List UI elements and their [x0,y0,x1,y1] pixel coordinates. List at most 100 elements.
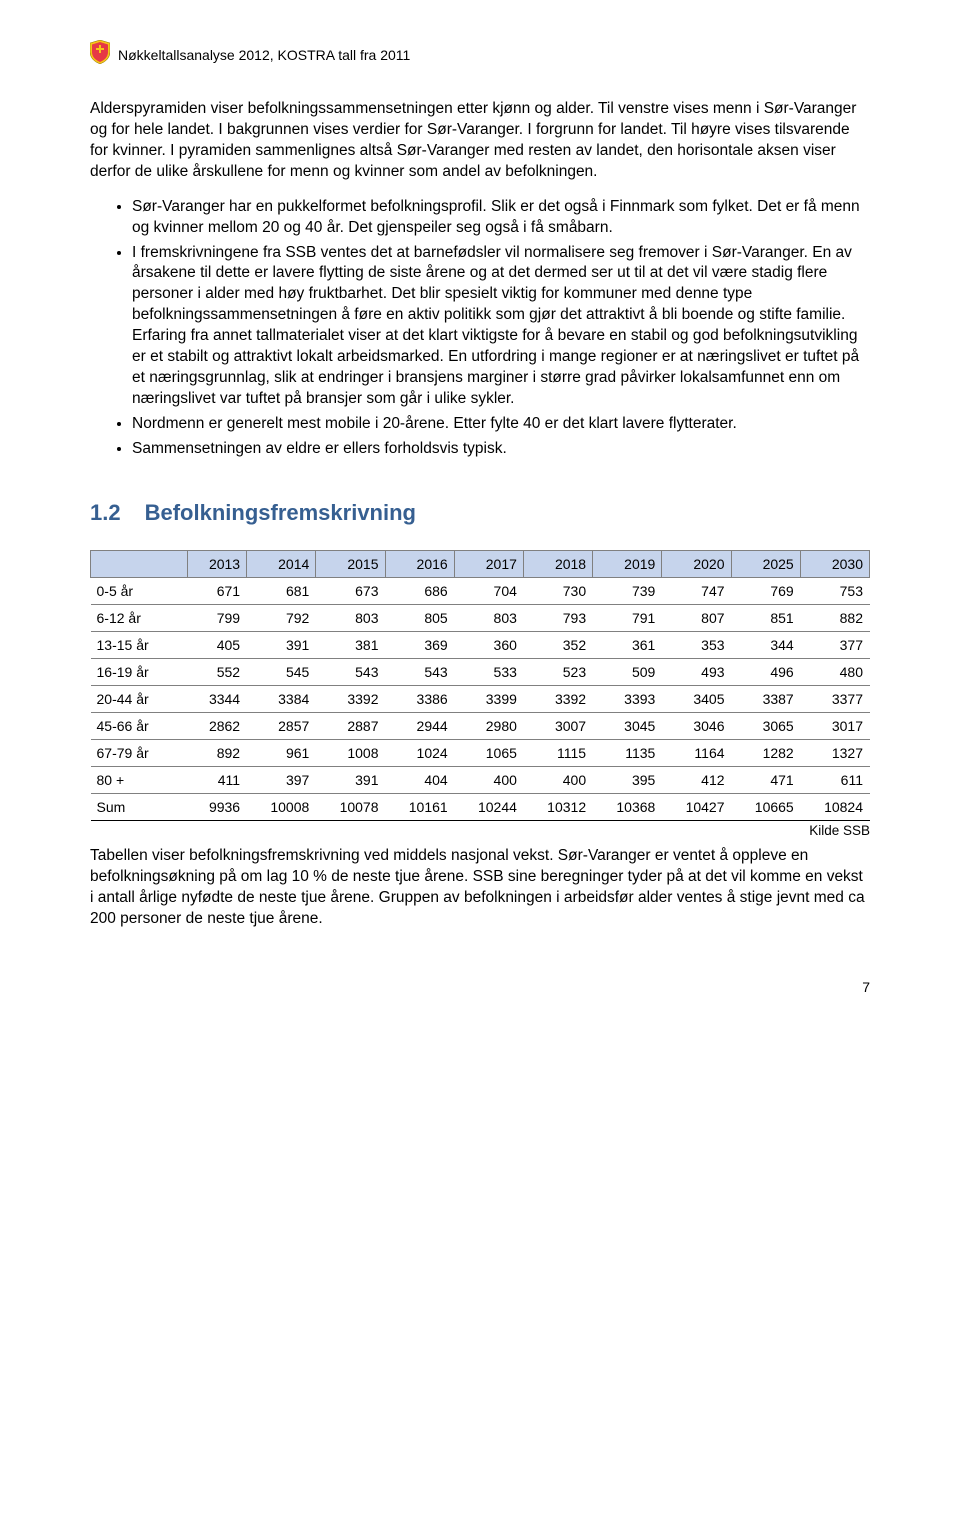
table-cell: 704 [454,577,523,604]
table-sum-row: Sum9936100081007810161102441031210368104… [91,793,870,820]
table-cell: 3017 [800,712,869,739]
row-label: 80 + [91,766,188,793]
table-cell: 543 [316,658,385,685]
col-header: 2019 [593,550,662,577]
col-header: 2018 [523,550,592,577]
table-row: 0-5 år671681673686704730739747769753 [91,577,870,604]
table-cell: 412 [662,766,731,793]
col-header: 2014 [247,550,316,577]
table-cell: 405 [188,631,247,658]
table-cell: 480 [800,658,869,685]
col-header: 2017 [454,550,523,577]
table-cell: 805 [385,604,454,631]
footer-paragraph: Tabellen viser befolkningsfremskrivning … [90,846,870,930]
section-heading: 1.2 Befolkningsfremskrivning [90,500,870,526]
table-cell: 523 [523,658,592,685]
table-cell: 353 [662,631,731,658]
table-cell: 803 [454,604,523,631]
table-cell: 1327 [800,739,869,766]
table-cell: 10078 [316,793,385,820]
row-label: 45-66 år [91,712,188,739]
table-cell: 793 [523,604,592,631]
table-row: 16-19 år552545543543533523509493496480 [91,658,870,685]
row-label: 16-19 år [91,658,188,685]
table-cell: 391 [316,766,385,793]
table-cell: 3392 [316,685,385,712]
row-label: 0-5 år [91,577,188,604]
table-cell: 496 [731,658,800,685]
table-cell: 471 [731,766,800,793]
table-cell: 493 [662,658,731,685]
bullet-list: Sør-Varanger har en pukkelformet befolkn… [90,197,870,460]
table-cell: 3387 [731,685,800,712]
table-cell: 10008 [247,793,316,820]
table-cell: 3007 [523,712,592,739]
table-cell: 681 [247,577,316,604]
table-source: Kilde SSB [90,823,870,838]
row-label: 6-12 år [91,604,188,631]
table-cell: 3045 [593,712,662,739]
table-cell: 851 [731,604,800,631]
table-cell: 10824 [800,793,869,820]
table-cell: 381 [316,631,385,658]
row-label: Sum [91,793,188,820]
table-cell: 411 [188,766,247,793]
table-cell: 686 [385,577,454,604]
list-item: Sammensetningen av eldre er ellers forho… [132,439,870,460]
table-cell: 10161 [385,793,454,820]
table-row: 6-12 år799792803805803793791807851882 [91,604,870,631]
document-page: Nøkkeltallsanalyse 2012, KOSTRA tall fra… [0,0,960,1035]
table-cell: 2857 [247,712,316,739]
projection-table: 2013 2014 2015 2016 2017 2018 2019 2020 … [90,550,870,821]
table-cell: 400 [454,766,523,793]
table-cell: 395 [593,766,662,793]
table-cell: 753 [800,577,869,604]
table-cell: 1135 [593,739,662,766]
header-text: Nøkkeltallsanalyse 2012, KOSTRA tall fra… [118,47,410,63]
col-header: 2016 [385,550,454,577]
col-header: 2020 [662,550,731,577]
table-row: 67-79 år89296110081024106511151135116412… [91,739,870,766]
table-cell: 10244 [454,793,523,820]
table-cell: 9936 [188,793,247,820]
table-cell: 3405 [662,685,731,712]
table-cell: 673 [316,577,385,604]
table-cell: 360 [454,631,523,658]
table-cell: 552 [188,658,247,685]
table-cell: 3065 [731,712,800,739]
table-cell: 747 [662,577,731,604]
table-cell: 533 [454,658,523,685]
table-cell: 1115 [523,739,592,766]
header-blank [91,550,188,577]
table-cell: 3344 [188,685,247,712]
table-cell: 369 [385,631,454,658]
table-cell: 10368 [593,793,662,820]
table-cell: 2887 [316,712,385,739]
table-cell: 671 [188,577,247,604]
col-header: 2015 [316,550,385,577]
table-cell: 1008 [316,739,385,766]
row-label: 67-79 år [91,739,188,766]
table-cell: 1065 [454,739,523,766]
col-header: 2030 [800,550,869,577]
table-cell: 792 [247,604,316,631]
section-title: Befolkningsfremskrivning [145,500,416,525]
table-row: 80 +411397391404400400395412471611 [91,766,870,793]
table-cell: 10312 [523,793,592,820]
table-cell: 961 [247,739,316,766]
table-cell: 1164 [662,739,731,766]
shield-icon [90,40,110,69]
table-cell: 769 [731,577,800,604]
row-label: 13-15 år [91,631,188,658]
section-number: 1.2 [90,500,121,525]
table-cell: 3392 [523,685,592,712]
table-cell: 2980 [454,712,523,739]
table-cell: 10665 [731,793,800,820]
table-cell: 3377 [800,685,869,712]
col-header: 2013 [188,550,247,577]
page-number: 7 [90,979,870,995]
table-cell: 882 [800,604,869,631]
table-row: 13-15 år405391381369360352361353344377 [91,631,870,658]
table-row: 20-44 år33443384339233863399339233933405… [91,685,870,712]
table-cell: 3393 [593,685,662,712]
